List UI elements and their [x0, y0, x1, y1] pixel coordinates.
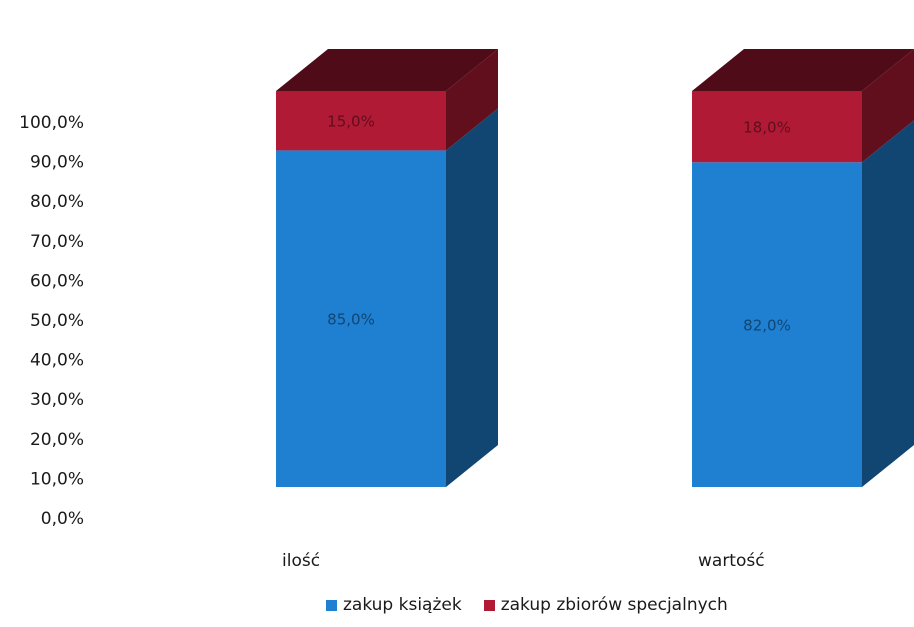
- legend-swatch: [326, 599, 337, 611]
- legend-item: zakup zbiorów specjalnych: [483, 595, 728, 615]
- legend-label: zakup zbiorów specjalnych: [500, 595, 728, 615]
- y-tick-label: 50,0%: [30, 311, 84, 331]
- bar-side-face: [862, 49, 914, 163]
- y-axis: 0,0% 10,0% 20,0% 30,0% 40,0% 50,0% 60,0% 70,0% 8…: [19, 113, 84, 529]
- y-tick-label: 30,0%: [30, 390, 84, 410]
- category-label: wartość: [698, 551, 765, 571]
- legend-item: zakup książek: [326, 595, 462, 615]
- y-tick-label: 60,0%: [30, 271, 84, 291]
- bar-side-face: [862, 120, 914, 487]
- y-tick-label: 0,0%: [41, 509, 84, 529]
- x-axis-categories: ilość wartość: [282, 551, 765, 571]
- data-label: 15,0%: [327, 113, 375, 131]
- y-tick-label: 100,0%: [19, 113, 84, 133]
- y-tick-label: 70,0%: [30, 232, 84, 252]
- y-tick-label: 90,0%: [30, 153, 84, 173]
- data-label: 82,0%: [743, 317, 791, 335]
- y-tick-label: 40,0%: [30, 351, 84, 371]
- y-tick-label: 10,0%: [30, 469, 84, 489]
- bar-side-face: [446, 108, 498, 488]
- legend-swatch: [483, 599, 495, 611]
- y-tick-label: 20,0%: [30, 430, 84, 450]
- y-tick-label: 80,0%: [30, 192, 84, 212]
- bar-top-face: [276, 49, 498, 91]
- bar-top-face: [692, 49, 914, 91]
- legend: zakup książek zakup zbiorów specjalnych: [326, 595, 750, 615]
- bar-segment: [276, 150, 446, 487]
- legend-label: zakup książek: [343, 595, 462, 615]
- bar-side-face: [446, 49, 498, 151]
- bar-segment: [276, 91, 446, 151]
- data-label: 85,0%: [327, 311, 375, 329]
- category-label: ilość: [282, 551, 320, 571]
- bars: 85,0% 15,0% 82,0% 18,0%: [276, 49, 914, 488]
- data-label: 18,0%: [743, 119, 791, 137]
- bar-segment: [692, 91, 862, 163]
- bar-segment: [692, 162, 862, 487]
